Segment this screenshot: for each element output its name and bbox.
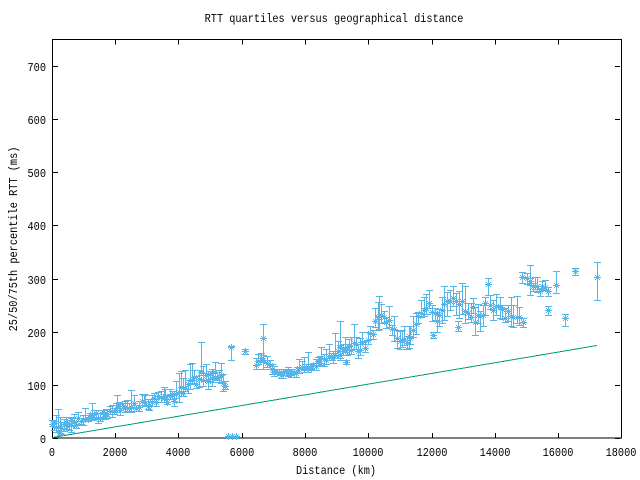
svg-text:0: 0	[49, 447, 55, 460]
svg-text:100: 100	[28, 381, 47, 394]
svg-text:400: 400	[28, 221, 47, 234]
svg-text:4000: 4000	[166, 447, 191, 460]
svg-text:18000: 18000	[606, 447, 637, 460]
svg-text:Distance (km): Distance (km)	[296, 465, 376, 478]
svg-text:200: 200	[28, 328, 47, 341]
svg-text:500: 500	[28, 168, 47, 181]
svg-text:0: 0	[40, 434, 46, 447]
svg-text:6000: 6000	[230, 447, 255, 460]
svg-text:2000: 2000	[103, 447, 128, 460]
svg-text:8000: 8000	[293, 447, 318, 460]
svg-text:RTT quartiles versus geographi: RTT quartiles versus geographical distan…	[205, 13, 464, 26]
svg-text:300: 300	[28, 275, 47, 288]
svg-text:600: 600	[28, 115, 47, 128]
svg-text:16000: 16000	[543, 447, 574, 460]
svg-text:14000: 14000	[480, 447, 511, 460]
svg-text:700: 700	[28, 62, 47, 75]
svg-text:25/50/75th percentile RTT (ms): 25/50/75th percentile RTT (ms)	[8, 147, 21, 332]
svg-text:10000: 10000	[353, 447, 384, 460]
svg-text:12000: 12000	[417, 447, 448, 460]
